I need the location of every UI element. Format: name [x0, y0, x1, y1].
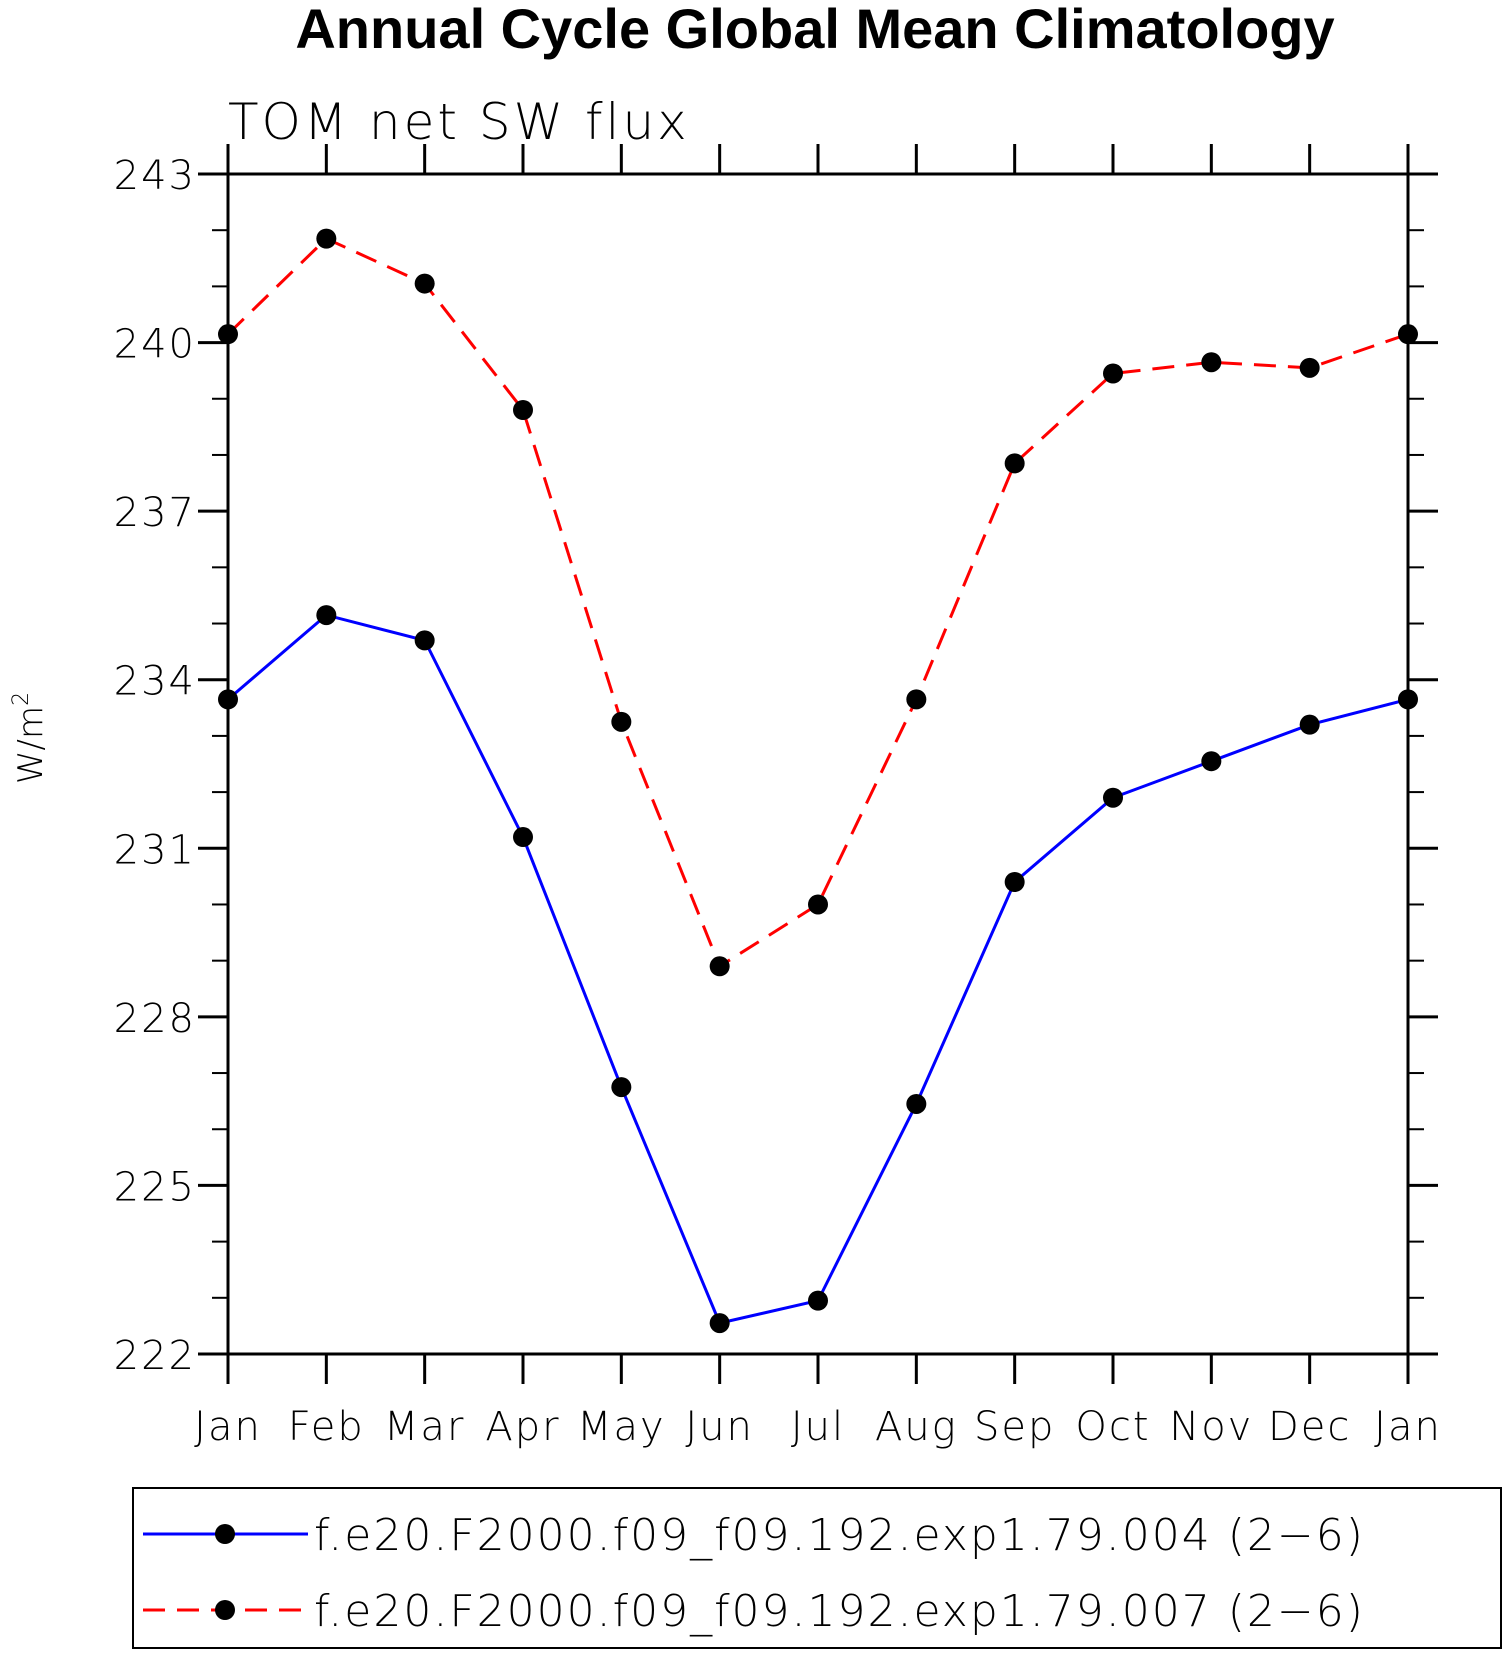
series-2-point [1398, 324, 1418, 345]
series-1-point [1004, 872, 1025, 892]
series-2-point [218, 324, 238, 345]
series-2-point [1299, 357, 1320, 378]
chart-title: Annual Cycle Global Mean Climatology [295, 0, 1334, 60]
series-2-point [1004, 453, 1025, 474]
x-tick-label: Jan [194, 1404, 262, 1450]
series-1-point [513, 827, 533, 848]
y-axis-label-superscript: 2 [9, 692, 34, 706]
series-1-point [316, 605, 337, 626]
legend-marker-1 [215, 1524, 235, 1544]
legend-label-2: f.e20.F2000.f09_f09.192.exp1.79.007 (2−6… [314, 1586, 1365, 1637]
x-tick-label: Nov [1169, 1404, 1253, 1450]
x-tick-label: Dec [1268, 1404, 1351, 1450]
series-2-point [513, 400, 533, 420]
legend: f.e20.F2000.f09_f09.192.exp1.79.004 (2−6… [132, 1487, 1502, 1649]
x-tick-label: Mar [384, 1404, 465, 1450]
chart-subtitle: TOM net SW flux [228, 93, 690, 151]
series-1-point [414, 630, 435, 651]
x-tick-label: Jul [791, 1404, 845, 1450]
series-1-point [1398, 689, 1418, 710]
series-2-point [611, 711, 632, 732]
legend-label-1: f.e20.F2000.f09_f09.192.exp1.79.004 (2−6… [314, 1510, 1365, 1561]
plot-frame [226, 172, 1410, 1356]
series-2-point [906, 689, 927, 710]
x-tick-label: May [577, 1404, 666, 1450]
series-2-point [316, 228, 337, 249]
y-tick-label: 231 [114, 827, 196, 873]
series-line-2 [226, 236, 1409, 969]
x-tick-label: Apr [485, 1404, 560, 1450]
series-2-point [808, 894, 828, 915]
x-tick-label: Jun [685, 1404, 754, 1450]
plot-layer: 222 225 228 231 234 237 240 243 Jan Feb Mar Apr May J… [114, 144, 1442, 1450]
x-tick-label: Jan [1374, 1404, 1442, 1450]
y-tick-label: 240 [114, 322, 196, 368]
y-axis-label: W/m2 [9, 692, 51, 784]
series-1-point [218, 689, 238, 710]
y-tick-label: 225 [114, 1164, 196, 1210]
x-tick-label: Feb [288, 1404, 365, 1450]
series-1-point [808, 1290, 828, 1311]
series-line-1 [227, 613, 1409, 1325]
series-1-point [1201, 751, 1222, 772]
series-1-point [1299, 714, 1320, 735]
y-tick-label: 228 [114, 996, 196, 1042]
series-2-point [709, 956, 730, 977]
legend-box [132, 1487, 1502, 1649]
x-tick-label: Sep [974, 1404, 1055, 1450]
y-tick-label: 243 [114, 153, 196, 199]
series-2-point [1201, 352, 1222, 373]
y-tick-label: 234 [114, 659, 196, 705]
y-tick-label: 237 [114, 490, 196, 536]
series-2-point [1103, 363, 1123, 384]
legend-marker-2 [215, 1600, 235, 1620]
x-tick-label: Oct [1075, 1404, 1150, 1450]
series-2-point [414, 273, 435, 294]
x-tick-label: Aug [875, 1404, 958, 1450]
series-1-point [709, 1313, 730, 1334]
y-axis-label-main: W/m [11, 706, 51, 784]
y-tick-label: 222 [114, 1333, 196, 1379]
series-1-point [611, 1077, 632, 1098]
series-1-point [1103, 787, 1123, 808]
series-1-point [906, 1093, 927, 1114]
